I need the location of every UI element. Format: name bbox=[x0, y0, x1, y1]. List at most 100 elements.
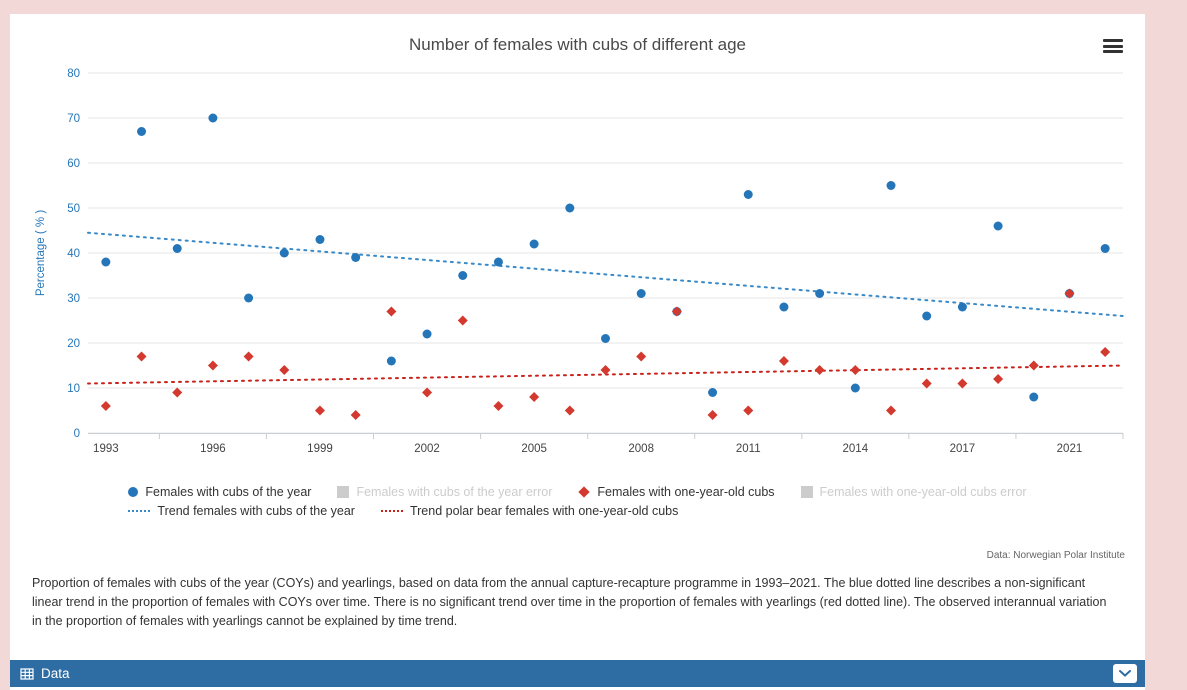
chart-credits: Data: Norwegian Polar Institute bbox=[986, 550, 1125, 561]
legend-box: Females with cubs of the year Females wit… bbox=[128, 484, 1027, 519]
x-axis-tick-label: 2021 bbox=[1057, 443, 1083, 455]
table-grid-icon bbox=[20, 667, 34, 680]
data-point-diamond bbox=[136, 351, 147, 362]
y-axis-title: Percentage ( % ) bbox=[35, 210, 47, 296]
data-point-diamond bbox=[422, 387, 433, 398]
legend-label: Females with one-year-old cubs bbox=[597, 485, 775, 499]
data-point-diamond bbox=[564, 405, 575, 416]
x-axis-tick-label: 2014 bbox=[843, 443, 869, 455]
data-point-circle bbox=[351, 253, 361, 262]
y-axis-tick-label: 80 bbox=[67, 68, 80, 80]
legend-item[interactable]: Trend females with cubs of the year bbox=[128, 503, 355, 519]
data-point-diamond bbox=[493, 401, 504, 411]
legend-item[interactable]: Females with one-year-old cubs error bbox=[800, 484, 1027, 500]
data-point-circle bbox=[886, 181, 896, 190]
legend-item[interactable]: Females with cubs of the year bbox=[128, 484, 311, 500]
data-point-circle bbox=[779, 302, 789, 312]
line-marker-icon bbox=[128, 510, 151, 512]
data-point-circle bbox=[850, 383, 860, 393]
data-point-diamond bbox=[707, 410, 718, 420]
y-axis-tick-label: 40 bbox=[67, 248, 80, 260]
y-axis-tick-label: 0 bbox=[74, 428, 80, 440]
data-point-diamond bbox=[386, 306, 397, 317]
data-point-diamond bbox=[743, 405, 754, 416]
data-point-diamond bbox=[778, 356, 789, 366]
data-point-circle bbox=[922, 311, 932, 321]
trend-line bbox=[87, 231, 1124, 317]
legend-item[interactable]: Females with cubs of the year error bbox=[337, 484, 552, 500]
data-point-circle bbox=[743, 190, 753, 199]
data-point-circle bbox=[1100, 244, 1110, 253]
data-point-circle bbox=[279, 248, 289, 258]
data-point-diamond bbox=[279, 365, 290, 375]
y-axis-tick-label: 30 bbox=[67, 293, 80, 305]
y-axis-tick-label: 60 bbox=[67, 158, 80, 170]
data-point-diamond bbox=[1100, 347, 1111, 357]
data-section-label: Data bbox=[41, 666, 70, 681]
data-point-diamond bbox=[172, 387, 183, 398]
data-point-circle bbox=[601, 334, 610, 343]
data-point-diamond bbox=[957, 378, 968, 389]
data-point-diamond bbox=[207, 360, 218, 371]
legend-label: Trend females with cubs of the year bbox=[157, 504, 355, 518]
data-point-diamond bbox=[600, 365, 611, 375]
x-axis-tick-label: 2002 bbox=[414, 443, 440, 455]
chart-description: Proportion of females with cubs of the y… bbox=[32, 576, 1107, 628]
data-point-diamond bbox=[814, 365, 825, 375]
data-point-circle bbox=[636, 289, 646, 298]
square-marker-icon bbox=[337, 486, 350, 498]
y-axis-tick-label: 50 bbox=[67, 203, 80, 215]
data-point-circle bbox=[315, 235, 325, 244]
x-axis-tick-label: 2005 bbox=[521, 443, 547, 455]
legend-row: Females with cubs of the year Females wit… bbox=[128, 484, 1027, 500]
data-point-diamond bbox=[457, 315, 468, 326]
chart-svg: 0 10 20 30 40 50 60 70 80 Percentage ( % ) 1993 199… bbox=[35, 68, 1124, 455]
data-point-circle bbox=[815, 289, 825, 298]
data-point-diamond bbox=[850, 365, 861, 375]
legend-label: Females with cubs of the year error bbox=[356, 485, 553, 499]
data-point-circle bbox=[172, 244, 182, 253]
x-axis-tick-label: 2017 bbox=[950, 443, 976, 455]
x-axis-tick-label: 2008 bbox=[628, 443, 654, 455]
data-point-circle bbox=[993, 221, 1003, 231]
legend-label: Females with cubs of the year bbox=[145, 485, 312, 499]
data-point-diamond bbox=[243, 351, 254, 362]
line-marker-icon bbox=[380, 510, 403, 512]
x-axis-tick-label: 2011 bbox=[736, 443, 761, 455]
data-point-diamond bbox=[314, 405, 325, 416]
chevron-down-icon bbox=[1119, 670, 1131, 677]
data-point-circle bbox=[244, 293, 254, 303]
legend-label: Females with one-year-old cubs error bbox=[819, 485, 1027, 499]
data-point-circle bbox=[458, 271, 468, 280]
data-point-diamond bbox=[671, 306, 682, 317]
data-point-circle bbox=[708, 388, 718, 397]
legend-item[interactable]: Trend polar bear females with one-year-o… bbox=[380, 503, 679, 519]
data-point-circle bbox=[957, 302, 967, 312]
chart-panel: Number of females with cubs of different… bbox=[10, 14, 1145, 690]
chart-context-menu-button[interactable] bbox=[1103, 39, 1123, 53]
legend: Females with cubs of the year Females wit… bbox=[10, 484, 1145, 519]
data-section-header[interactable]: Data bbox=[10, 660, 1145, 687]
data-point-diamond bbox=[1064, 288, 1075, 299]
x-axis-tick-label: 1999 bbox=[307, 443, 333, 455]
y-axis-tick-label: 70 bbox=[67, 113, 80, 125]
data-point-circle bbox=[529, 239, 539, 249]
x-axis-tick-label: 1996 bbox=[200, 443, 226, 455]
collapse-button[interactable] bbox=[1113, 664, 1137, 683]
legend-item[interactable]: Females with one-year-old cubs bbox=[578, 484, 775, 500]
data-point-circle bbox=[1029, 392, 1039, 402]
chart-title: Number of females with cubs of different… bbox=[408, 35, 747, 54]
data-point-diamond bbox=[636, 351, 647, 362]
data-point-diamond bbox=[1028, 360, 1039, 371]
circle-marker-icon bbox=[128, 487, 139, 497]
data-point-diamond bbox=[886, 405, 897, 416]
data-point-circle bbox=[208, 113, 218, 123]
legend-label: Trend polar bear females with one-year-o… bbox=[409, 504, 679, 518]
data-point-diamond bbox=[993, 374, 1004, 384]
data-point-circle bbox=[101, 257, 111, 267]
data-point-diamond bbox=[100, 401, 111, 411]
data-point-diamond bbox=[529, 392, 540, 402]
diamond-marker-icon bbox=[578, 486, 591, 498]
y-axis-tick-label: 20 bbox=[67, 338, 80, 350]
legend-row: Trend females with cubs of the year Trend… bbox=[128, 503, 678, 519]
